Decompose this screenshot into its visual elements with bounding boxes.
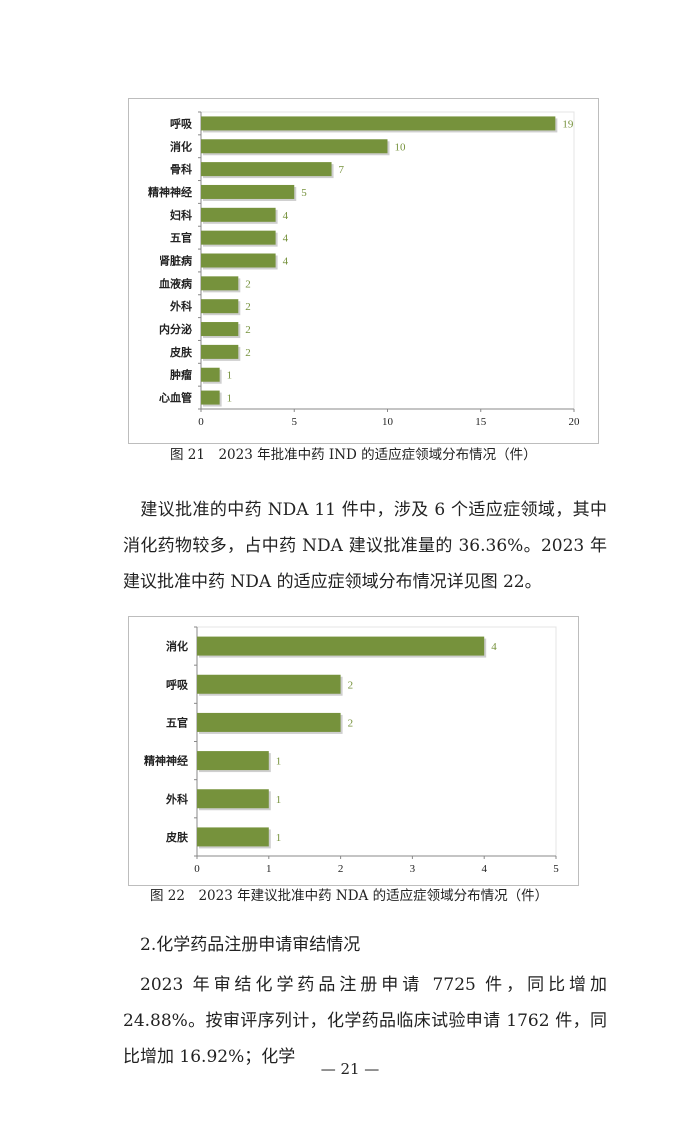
data-label: 4 (283, 210, 289, 222)
paragraph-chem-text: 2023 年审结化学药品注册申请 7725 件，同比增加 24.88%。按审评序… (123, 975, 607, 1067)
data-label: 2 (245, 301, 251, 313)
bar (201, 184, 295, 199)
data-label: 1 (276, 794, 282, 806)
x-tick-label: 1 (266, 863, 272, 875)
data-label: 4 (283, 233, 289, 245)
x-tick-label: 5 (553, 863, 559, 875)
bar (201, 116, 556, 131)
chart-22-svg: 0 1 2 3 4 5 4 消化 2 呼吸 2 五官 1 精神神经 1 外科 1 皮肤 (144, 626, 559, 875)
chart-22: 0 1 2 3 4 5 4 消化 2 呼吸 2 五官 1 精神神经 1 外科 1 皮肤 (128, 616, 579, 886)
bar (201, 276, 239, 291)
bar (201, 322, 239, 337)
data-label: 1 (227, 370, 233, 382)
bar (197, 827, 269, 847)
paragraph-nda: 建议批准的中药 NDA 11 件中，涉及 6 个适应症领域，其中消化药物较多，占… (123, 492, 607, 600)
data-label: 1 (276, 832, 282, 844)
section-heading: 2.化学药品注册申请审结情况 (140, 935, 361, 955)
bar (201, 344, 239, 359)
x-tick-label: 4 (481, 863, 487, 875)
category-label: 消化 (166, 639, 188, 653)
data-label: 1 (276, 756, 282, 768)
plot-area (196, 626, 557, 857)
category-label: 外科 (165, 792, 188, 806)
x-tick-label: 10 (382, 416, 394, 428)
bar (201, 162, 332, 177)
bar (201, 253, 276, 268)
category-label: 心血管 (159, 391, 192, 405)
bar (201, 207, 276, 222)
data-label: 10 (395, 141, 407, 153)
x-tick-label: 0 (198, 416, 204, 428)
category-label: 骨科 (170, 162, 192, 176)
data-label: 2 (348, 679, 354, 691)
category-label: 呼吸 (170, 116, 193, 130)
x-tick-label: 3 (410, 863, 416, 875)
data-label: 1 (227, 393, 233, 405)
chart-22-caption: 图 22 2023 年建议批准中药 NDA 的适应症领域分布情况（件） (150, 888, 549, 904)
data-label: 2 (348, 717, 354, 729)
bar (201, 367, 220, 382)
category-label: 精神神经 (144, 754, 188, 768)
page-number: — 21 — (320, 1060, 380, 1078)
category-label: 妇科 (169, 208, 192, 222)
data-label: 5 (301, 187, 307, 199)
data-label: 2 (245, 347, 251, 359)
category-label: 皮肤 (165, 830, 189, 844)
chart-21: 0 5 10 15 20 19 呼吸 10 消化 7 骨科 5 精神神经 4 妇科 4 五官 4 肾脏病 2 血液病 2 外… (128, 98, 599, 444)
data-label: 19 (562, 118, 574, 130)
bar (201, 230, 276, 245)
bar (201, 299, 239, 314)
x-tick-label: 5 (292, 416, 298, 428)
bar (197, 751, 269, 771)
data-label: 4 (491, 641, 497, 653)
paragraph-chem: 2023 年审结化学药品注册申请 7725 件，同比增加 24.88%。按审评序… (123, 967, 607, 1075)
x-tick-label: 15 (475, 416, 487, 428)
category-label: 五官 (170, 231, 192, 245)
bar (197, 789, 269, 809)
category-label: 消化 (170, 139, 192, 153)
category-label: 精神神经 (148, 185, 192, 199)
category-label: 外科 (169, 299, 192, 313)
bar (197, 636, 485, 656)
bar (201, 139, 388, 154)
chart-21-caption: 图 21 2023 年批准中药 IND 的适应症领域分布情况（件） (170, 447, 537, 463)
category-label: 五官 (166, 715, 188, 729)
category-label: 皮肤 (169, 345, 193, 359)
x-tick-label: 20 (569, 416, 581, 428)
chart-21-svg: 0 5 10 15 20 19 呼吸 10 消化 7 骨科 5 精神神经 4 妇科 4 五官 4 肾脏病 2 血液病 2 外… (148, 111, 581, 428)
x-tick-label: 0 (194, 863, 200, 875)
bar (197, 712, 341, 732)
bar (197, 674, 341, 694)
category-label: 血液病 (159, 276, 192, 290)
category-label: 内分泌 (159, 322, 192, 336)
data-label: 7 (339, 164, 345, 176)
category-label: 肾脏病 (159, 254, 192, 268)
paragraph-nda-text: 建议批准的中药 NDA 11 件中，涉及 6 个适应症领域，其中消化药物较多，占… (123, 500, 607, 592)
data-label: 2 (245, 278, 251, 290)
x-tick-label: 2 (338, 863, 344, 875)
category-label: 呼吸 (166, 677, 189, 691)
data-label: 2 (245, 324, 251, 336)
data-label: 4 (283, 256, 289, 268)
bar (201, 390, 220, 405)
category-label: 肿瘤 (170, 368, 192, 382)
